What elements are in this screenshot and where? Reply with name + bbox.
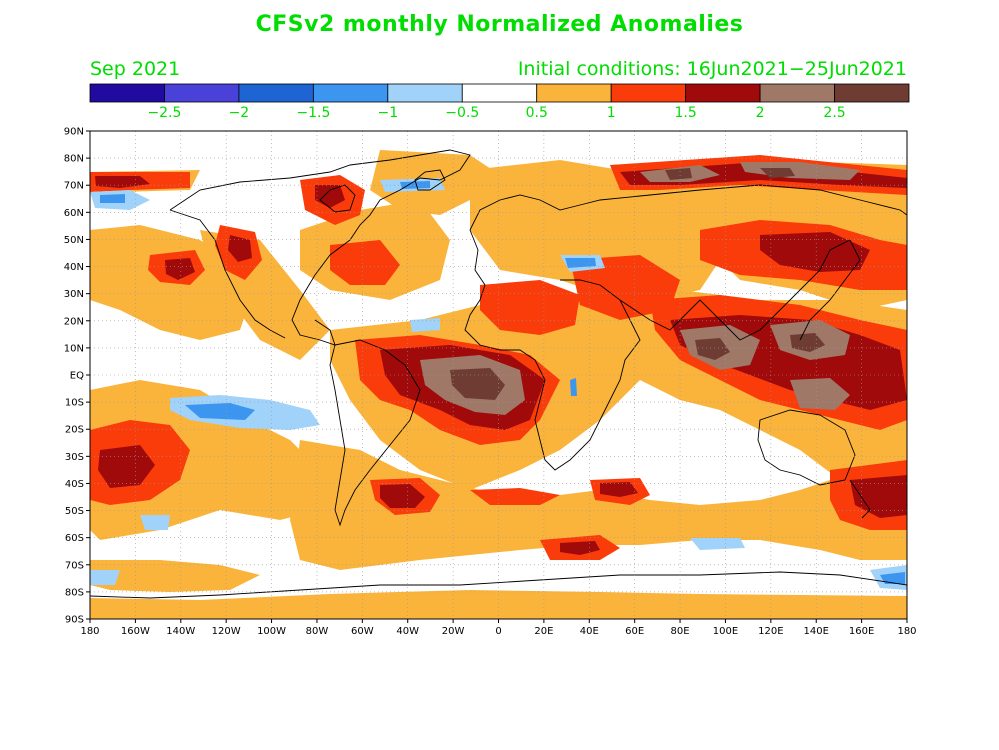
longitude-label: 140W — [166, 626, 195, 637]
colorbar-swatch — [461, 83, 538, 103]
latitude-label: 40N — [64, 262, 84, 273]
latitude-label: 90N — [64, 127, 84, 138]
latitude-label: 40S — [65, 479, 84, 490]
longitude-label: 100E — [713, 626, 738, 637]
longitude-label: 80W — [306, 626, 329, 637]
graticule — [90, 131, 907, 619]
longitude-labels: 180 160W 140W 120W 100W 80W 60W 40W 20W 0 20E 40E 60… — [80, 626, 916, 637]
latitude-label: 50N — [64, 235, 84, 246]
latitude-label: 30S — [65, 452, 84, 463]
anomaly-map: 90N 80N 70N 60N 50N 40N 30N 20N 10N EQ 10S 20S 30S 40… — [64, 127, 917, 638]
latitude-label: 30N — [64, 289, 84, 300]
latitude-label: 20S — [65, 425, 84, 436]
longitude-label: 60W — [351, 626, 374, 637]
colorbar-swatch — [685, 83, 761, 103]
longitude-label: 100W — [257, 626, 286, 637]
colorbar-labels: −2.5 −2 −1.5 −1 −0.5 0.5 1 1.5 2 2.5 — [147, 105, 845, 121]
longitude-label: 140E — [804, 626, 829, 637]
colorbar-label: −0.5 — [445, 105, 479, 121]
colorbar-swatch — [834, 83, 910, 103]
longitude-label: 180 — [897, 626, 916, 637]
colorbar-label: 2 — [756, 105, 765, 121]
longitude-label: 160W — [121, 626, 150, 637]
colorbar-label: 1 — [607, 105, 616, 121]
axis-ticks — [86, 130, 908, 623]
colorbar-label: 2.5 — [823, 105, 845, 121]
map-title: CFSv2 monthly Normalized Anomalies — [255, 12, 744, 37]
colorbar-swatch — [759, 83, 835, 103]
colorbar-label: −2 — [229, 105, 250, 121]
colorbar-label: −1.5 — [296, 105, 330, 121]
longitude-label: 180 — [80, 626, 99, 637]
longitude-label: 60E — [625, 626, 644, 637]
longitude-label: 40E — [580, 626, 599, 637]
latitude-label: 80N — [64, 154, 84, 165]
colorbar-swatch — [164, 83, 240, 103]
colorbar-swatch — [610, 83, 687, 103]
latitude-label: 60N — [64, 208, 84, 219]
valid-month-label: Sep 2021 — [90, 58, 181, 80]
colorbar-label: 1.5 — [675, 105, 697, 121]
latitude-label: 70S — [65, 560, 84, 571]
coastlines — [90, 149, 907, 599]
colorbar-label: 0.5 — [526, 105, 548, 121]
latitude-label: 70N — [64, 181, 84, 192]
colorbar-swatch — [312, 83, 389, 103]
longitude-label: 120E — [758, 626, 783, 637]
colorbar-swatch — [387, 83, 463, 103]
latitude-label: 50S — [65, 506, 84, 517]
latitude-label: EQ — [70, 371, 84, 382]
colorbar-label: −1 — [377, 105, 398, 121]
latitude-label: 10S — [65, 398, 84, 409]
latitude-label: 90S — [65, 615, 84, 626]
longitude-label: 160E — [849, 626, 874, 637]
longitude-label: 20E — [534, 626, 553, 637]
longitude-label: 80E — [671, 626, 690, 637]
latitude-label: 10N — [64, 343, 84, 354]
colorbar-swatch — [238, 83, 314, 103]
latitude-label: 20N — [64, 316, 84, 327]
colorbar-swatch — [536, 83, 612, 103]
latitude-label: 60S — [65, 533, 84, 544]
colorbar-label: −2.5 — [147, 105, 181, 121]
longitude-label: 0 — [495, 626, 501, 637]
longitude-label: 120W — [212, 626, 241, 637]
latitude-labels: 90N 80N 70N 60N 50N 40N 30N 20N 10N EQ 10S 20S 30S 40… — [64, 127, 84, 626]
anomaly-fill — [90, 150, 907, 619]
latitude-label: 80S — [65, 587, 84, 598]
colorbar-swatch — [89, 83, 165, 103]
longitude-label: 20W — [442, 626, 465, 637]
initial-conditions-label: Initial conditions: 16Jun2021−25Jun2021 — [517, 58, 907, 80]
colorbar — [89, 83, 910, 103]
longitude-label: 40W — [396, 626, 419, 637]
